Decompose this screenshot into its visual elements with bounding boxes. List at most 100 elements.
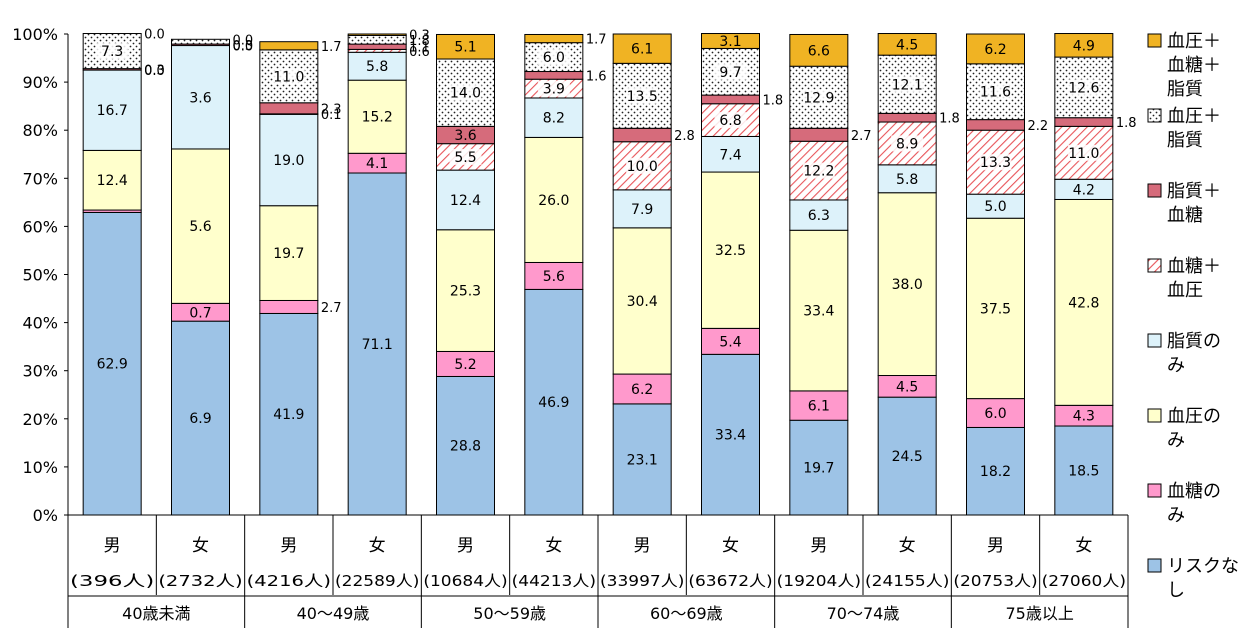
bar-segment [171,45,230,150]
sex-label: 男 [810,536,827,556]
data-label-bg [714,63,747,80]
age-group-label: 40～49歳 [297,604,370,623]
legend-label: み [1167,430,1185,451]
data-label: 6.2 [631,382,653,398]
data-label: 18.2 [980,464,1011,480]
data-label: 5.8 [896,172,918,188]
data-label: 62.9 [97,357,128,373]
sex-label: 男 [634,536,651,556]
sex-label: 女 [722,536,739,556]
age-group-label: 50～59歳 [473,604,546,623]
data-label: 46.9 [538,395,569,411]
data-label-bg [272,68,305,85]
bar-segment [789,127,849,142]
data-label: 5.0 [984,199,1006,215]
y-tick-label: 60% [22,217,58,236]
data-label: 5.8 [366,59,388,75]
data-label: 3.9 [543,82,565,98]
sex-label: 男 [104,536,121,556]
bar-segment [436,169,495,231]
bar-segment [789,390,849,421]
data-label: 0.7 [189,305,211,321]
data-label: 11.6 [980,85,1011,101]
bar-segment [347,34,407,45]
bar-segment [347,79,407,154]
data-label: 5.6 [189,219,211,235]
data-label: 9.7 [719,65,741,81]
data-label-bg [96,43,129,60]
count-label: (44213人) [512,572,596,590]
age-group-label: 75歳以上 [1005,604,1073,623]
data-label: 7.3 [101,44,123,60]
count-label: (10684人) [423,572,507,590]
count-label: (396人) [70,572,154,590]
data-label-outside: 1.7 [321,40,342,55]
bar-segment [701,171,760,329]
data-label-outside: 0.3 [233,39,254,54]
data-label-outside: 1.7 [586,33,607,48]
data-label-bg [537,49,570,66]
data-label-bg [626,157,659,174]
data-label: 6.1 [808,399,830,415]
legend-item: 血糖＋ 血圧 [1147,256,1221,301]
sex-label: 女 [1075,536,1092,556]
data-label: 12.1 [892,77,923,93]
y-tick-label: 20% [22,410,58,429]
legend-item: 脂質＋ 血糖 [1147,181,1221,226]
data-label: 42.8 [1068,295,1099,311]
data-label: 12.4 [450,193,481,209]
bar-segment [612,403,672,516]
count-label: (24155人) [865,572,949,590]
data-label-outside: 2.8 [674,129,695,144]
bar-segment [612,33,672,64]
legend-swatch [1147,408,1162,423]
data-label-outside: 0.3 [144,63,165,78]
data-label: 5.2 [454,357,476,373]
data-label-outside: 1.8 [763,93,784,108]
data-label: 19.7 [803,461,834,477]
data-label: 14.0 [450,86,481,102]
data-label: 23.1 [627,452,658,468]
legend-label: 血圧＋ [1167,106,1221,127]
legend-swatch [1147,483,1162,498]
bar-segment [612,127,672,143]
data-label-bg [802,89,835,106]
data-label-bg [626,87,659,104]
legend-label: 脂質 [1167,79,1203,100]
data-label-outside: 1.8 [939,112,960,127]
bar-segment [877,33,937,56]
bar-segment [966,119,1025,131]
data-label: 10.0 [627,159,658,175]
y-tick-label: 30% [22,362,58,381]
bar-segment [524,136,584,263]
count-label: (27060人) [1042,572,1126,590]
bar-segment [789,199,849,231]
bar-segment [347,43,407,50]
data-labels: 62.912.416.70.00.37.30.06.90.75.63.60.00… [96,28,1137,480]
data-label: 4.5 [896,379,918,395]
data-label-bg [1067,79,1100,96]
data-label: 4.2 [1073,182,1095,198]
data-label-outside: 0.3 [409,29,430,44]
data-label: 5.6 [543,269,565,285]
data-label-bg [979,83,1012,100]
data-label: 32.5 [715,243,746,259]
data-label: 6.1 [631,42,653,58]
data-label: 33.4 [715,428,746,444]
legend-label: リスクな [1167,556,1239,577]
data-label: 5.5 [454,150,476,166]
data-label: 3.1 [719,34,741,50]
plot-area [82,33,1114,516]
y-tick-label: 10% [22,458,58,477]
sex-label: 女 [369,536,386,556]
data-label: 4.1 [366,156,388,172]
data-label: 5.4 [719,334,741,350]
bar-segment [347,33,407,36]
bar-segment [524,71,584,80]
data-label: 12.2 [803,164,834,180]
